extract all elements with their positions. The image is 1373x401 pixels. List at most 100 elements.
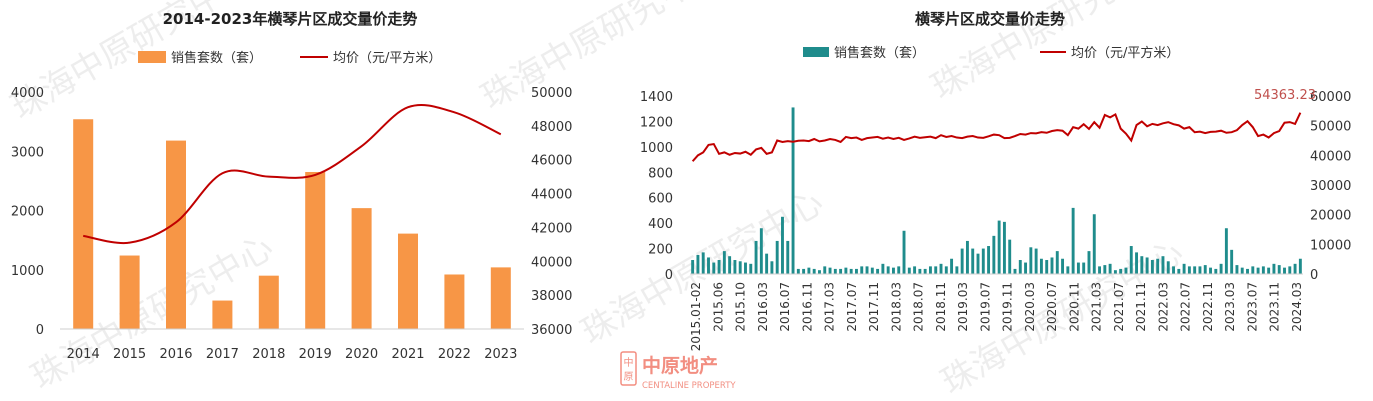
monthly-sales-bar <box>1018 260 1022 274</box>
monthly-sales-bar <box>976 253 980 274</box>
monthly-sales-bar <box>1172 266 1175 274</box>
monthly-sales-bar <box>712 262 716 274</box>
monthly-sales-bar <box>1113 270 1117 274</box>
monthly-sales-bar <box>786 240 790 274</box>
annual-sales-bar <box>398 233 418 329</box>
monthly-sales-bar <box>1267 267 1271 274</box>
annual-left-y-tick-label: 0 <box>36 323 44 338</box>
annual-sales-bar <box>212 300 233 329</box>
annual-right-y-tick-label: 38000 <box>531 289 572 304</box>
monthly-sales-bar <box>733 260 737 274</box>
monthly-sales-bar <box>1135 252 1138 274</box>
monthly-x-tick-label: 2019.03 <box>956 282 970 332</box>
brand-name-cn: 中原地产 <box>642 354 718 377</box>
monthly-chart-title: 横琴片区成交量价走势 <box>915 10 1065 28</box>
annual-chart: 2014-2023年横琴片区成交量价走势 销售套数（套） 均价（元/平方米） 2… <box>11 10 572 362</box>
monthly-sales-bar <box>1050 257 1054 274</box>
monthly-sales-bar <box>770 261 774 274</box>
monthly-sales-bar <box>1251 266 1255 274</box>
monthly-sales-bar <box>765 253 769 274</box>
monthly-x-tick-label: 2017.03 <box>823 282 837 332</box>
monthly-sales-bar <box>707 257 710 274</box>
monthly-sales-bar <box>1256 267 1260 274</box>
monthly-sales-bar <box>1150 260 1154 274</box>
annual-x-tick-label: 2019 <box>299 347 332 362</box>
annual-x-tick-label: 2017 <box>206 347 239 362</box>
annual-left-y-tick-label: 3000 <box>11 145 44 160</box>
monthly-right-y-tick-label: 10000 <box>1310 238 1351 253</box>
legend-label-price: 均价（元/平方米） <box>333 50 441 66</box>
monthly-x-tick-label: 2020.07 <box>1045 282 1059 332</box>
monthly-x-tick-label: 2023.03 <box>1223 282 1237 332</box>
monthly-sales-bar <box>876 268 880 274</box>
monthly-sales-bar <box>1024 262 1028 274</box>
monthly-x-tick-label: 2017.07 <box>845 282 859 332</box>
monthly-sales-bar <box>860 266 864 274</box>
monthly-sales-bar <box>891 267 895 274</box>
annual-right-y-tick-label: 44000 <box>531 188 572 203</box>
monthly-sales-bar <box>1277 265 1281 274</box>
monthly-left-y-tick-label: 800 <box>648 166 673 181</box>
monthly-sales-bar <box>1261 266 1265 274</box>
monthly-sales-bar <box>913 266 917 274</box>
annual-sales-bar <box>73 119 94 329</box>
monthly-sales-bar <box>749 263 753 274</box>
monthly-sales-bar <box>939 263 943 274</box>
monthly-sales-bar <box>1193 266 1197 274</box>
brand-logo: 中 原 中原地产 CENTALINE PROPERTY <box>620 351 736 391</box>
monthly-x-tick-label: 2018.11 <box>934 282 948 332</box>
monthly-sales-bar <box>775 240 779 274</box>
legend-swatch-sales-bar <box>138 51 166 63</box>
annual-price-line <box>83 104 502 245</box>
monthly-sales-bar <box>1045 260 1049 274</box>
monthly-sales-bar <box>828 267 832 274</box>
monthly-x-tick-label: 2017.11 <box>867 282 881 332</box>
annual-x-tick-label: 2021 <box>391 347 424 362</box>
monthly-left-y-tick-label: 200 <box>648 243 673 258</box>
monthly-right-y-tick-label: 0 <box>1310 268 1318 283</box>
monthly-sales-bar <box>1124 267 1128 274</box>
monthly-sales-bar <box>1098 266 1102 274</box>
monthly-sales-bar <box>1034 248 1038 274</box>
monthly-x-tick-label: 2023.11 <box>1268 282 1282 332</box>
monthly-sales-bar <box>796 268 800 274</box>
monthly-x-tick-label: 2015.10 <box>734 282 748 332</box>
monthly-sales-bar <box>1187 266 1191 274</box>
monthly-x-tick-label: 2020.11 <box>1067 282 1081 332</box>
monthly-x-tick-label: 2019.11 <box>1001 282 1015 332</box>
monthly-sales-bar <box>923 268 927 274</box>
watermark-text: 珠海中原研究中心 <box>25 227 281 398</box>
monthly-sales-bar <box>818 270 821 274</box>
monthly-sales-bar <box>1092 214 1096 274</box>
monthly-x-tick-label: 2024.03 <box>1290 282 1304 332</box>
monthly-sales-bar <box>907 267 911 274</box>
brand-name-en: CENTALINE PROPERTY <box>642 381 736 391</box>
annual-sales-bar <box>351 208 372 329</box>
annual-x-tick-label: 2023 <box>484 347 517 362</box>
monthly-sales-bar <box>791 107 795 274</box>
monthly-x-tick-label: 2016.11 <box>800 282 814 332</box>
monthly-sales-bar <box>918 268 922 274</box>
annual-x-tick-label: 2018 <box>252 347 285 362</box>
monthly-sales-bar <box>1039 258 1043 274</box>
monthly-sales-bar <box>971 248 975 274</box>
monthly-sales-bar <box>1246 268 1249 274</box>
annual-right-y-tick-label: 42000 <box>531 221 572 236</box>
monthly-sales-bar <box>1029 247 1033 274</box>
monthly-sales-bar <box>981 248 985 274</box>
monthly-x-tick-label: 2021.11 <box>1134 282 1148 332</box>
monthly-chart: 横琴片区成交量价走势 销售套数（套） 均价（元/平方米） 2015.01-02 2… <box>640 10 1351 351</box>
monthly-sales-bar <box>1055 251 1059 274</box>
monthly-sales-bar <box>833 268 837 274</box>
monthly-sales-bar <box>696 254 700 274</box>
annual-left-y-tick-label: 4000 <box>11 86 44 101</box>
monthly-sales-bar <box>1013 268 1017 274</box>
monthly-x-tick-label: 2021.03 <box>1090 282 1104 332</box>
monthly-right-y-tick-label: 20000 <box>1310 209 1351 224</box>
monthly-sales-bar <box>754 240 758 274</box>
monthly-sales-bar <box>717 260 721 274</box>
monthly-sales-bar <box>1066 266 1070 274</box>
monthly-sales-bar <box>744 262 747 274</box>
annual-left-y-tick-label: 2000 <box>11 205 44 220</box>
monthly-sales-bar <box>1214 268 1218 274</box>
